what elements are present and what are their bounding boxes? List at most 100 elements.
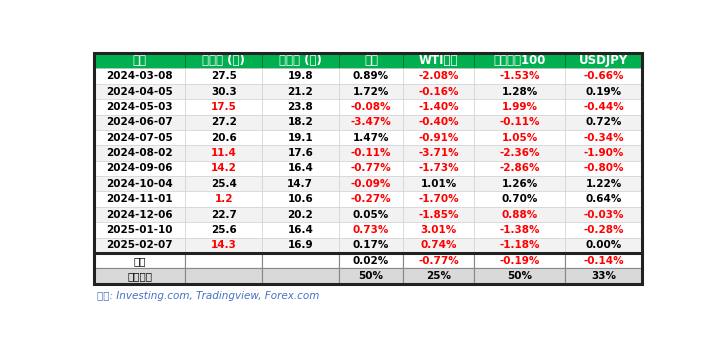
Text: 2024-04-05: 2024-04-05 — [106, 87, 173, 96]
Bar — [565, 84, 642, 99]
Bar — [94, 253, 185, 268]
Bar — [94, 99, 185, 114]
Text: 0.17%: 0.17% — [353, 240, 389, 250]
Bar — [565, 99, 642, 114]
Text: -0.66%: -0.66% — [583, 71, 624, 81]
Bar — [185, 69, 262, 84]
Text: 22.7: 22.7 — [211, 209, 237, 219]
Bar — [474, 69, 565, 84]
Bar — [94, 191, 185, 207]
Bar — [185, 161, 262, 176]
Bar — [94, 161, 185, 176]
Text: 2025-02-07: 2025-02-07 — [106, 240, 173, 250]
Bar — [94, 84, 185, 99]
Text: -0.08%: -0.08% — [350, 102, 391, 112]
Bar — [565, 268, 642, 284]
Bar — [339, 176, 404, 191]
Bar — [404, 53, 474, 69]
Text: 公布値 (万): 公布値 (万) — [202, 54, 245, 67]
Text: 1.99%: 1.99% — [502, 102, 538, 112]
Text: 20.2: 20.2 — [287, 209, 313, 219]
Text: 27.5: 27.5 — [211, 71, 237, 81]
Text: 16.9: 16.9 — [287, 240, 313, 250]
Bar — [94, 145, 185, 161]
Text: 25.4: 25.4 — [211, 179, 237, 189]
Bar — [565, 69, 642, 84]
Text: -1.18%: -1.18% — [499, 240, 540, 250]
Bar — [474, 114, 565, 130]
Bar — [185, 268, 262, 284]
Bar — [94, 130, 185, 145]
Text: 3.01%: 3.01% — [421, 225, 457, 235]
Bar — [185, 53, 262, 69]
Text: 1.22%: 1.22% — [585, 179, 622, 189]
Bar — [185, 238, 262, 253]
Bar — [185, 130, 262, 145]
Bar — [262, 69, 339, 84]
Text: 11.4: 11.4 — [211, 148, 237, 158]
Text: -0.27%: -0.27% — [350, 194, 391, 204]
Text: 2024-09-06: 2024-09-06 — [106, 164, 173, 173]
Bar — [565, 238, 642, 253]
Text: 0.05%: 0.05% — [353, 209, 389, 219]
Bar — [474, 268, 565, 284]
Text: 2024-06-07: 2024-06-07 — [106, 117, 173, 127]
Text: 0.70%: 0.70% — [501, 194, 538, 204]
Text: 20.6: 20.6 — [211, 132, 237, 143]
Bar — [185, 207, 262, 222]
Text: 0.02%: 0.02% — [353, 256, 389, 266]
Text: 2024-10-04: 2024-10-04 — [106, 179, 173, 189]
Bar — [404, 69, 474, 84]
Bar — [262, 53, 339, 69]
Bar — [262, 145, 339, 161]
Text: 2024-08-02: 2024-08-02 — [106, 148, 173, 158]
Bar — [262, 176, 339, 191]
Bar — [404, 84, 474, 99]
Text: -3.47%: -3.47% — [350, 117, 391, 127]
Bar — [404, 145, 474, 161]
Bar — [94, 207, 185, 222]
Text: 21.2: 21.2 — [287, 87, 313, 96]
Bar — [404, 268, 474, 284]
Text: 19.1: 19.1 — [287, 132, 313, 143]
Text: 0.00%: 0.00% — [585, 240, 622, 250]
Bar — [404, 222, 474, 238]
Bar — [185, 253, 262, 268]
Bar — [565, 130, 642, 145]
Bar — [339, 84, 404, 99]
Text: WTI原油: WTI原油 — [419, 54, 458, 67]
Text: 25.6: 25.6 — [211, 225, 237, 235]
Bar — [262, 238, 339, 253]
Bar — [185, 99, 262, 114]
Bar — [404, 191, 474, 207]
Bar — [474, 99, 565, 114]
Text: 17.6: 17.6 — [287, 148, 313, 158]
Text: 平均: 平均 — [134, 256, 146, 266]
Bar — [339, 161, 404, 176]
Text: -0.19%: -0.19% — [500, 256, 540, 266]
Bar — [185, 191, 262, 207]
Text: 50%: 50% — [507, 271, 532, 281]
Text: 14.3: 14.3 — [211, 240, 237, 250]
Text: -1.40%: -1.40% — [419, 102, 459, 112]
Bar — [404, 99, 474, 114]
Bar — [474, 253, 565, 268]
Bar — [185, 84, 262, 99]
Text: 14.7: 14.7 — [287, 179, 313, 189]
Bar — [565, 207, 642, 222]
Bar — [262, 268, 339, 284]
Text: 30.3: 30.3 — [211, 87, 237, 96]
Bar — [404, 207, 474, 222]
Text: 日期: 日期 — [133, 54, 146, 67]
Text: 1.2: 1.2 — [215, 194, 233, 204]
Text: 2025-01-10: 2025-01-10 — [106, 225, 173, 235]
Bar — [185, 222, 262, 238]
Text: 2024-11-01: 2024-11-01 — [106, 194, 173, 204]
Bar — [94, 222, 185, 238]
Text: -0.14%: -0.14% — [583, 256, 624, 266]
Bar — [262, 130, 339, 145]
Bar — [474, 84, 565, 99]
Bar — [262, 99, 339, 114]
Bar — [474, 176, 565, 191]
Text: 16.4: 16.4 — [287, 164, 313, 173]
